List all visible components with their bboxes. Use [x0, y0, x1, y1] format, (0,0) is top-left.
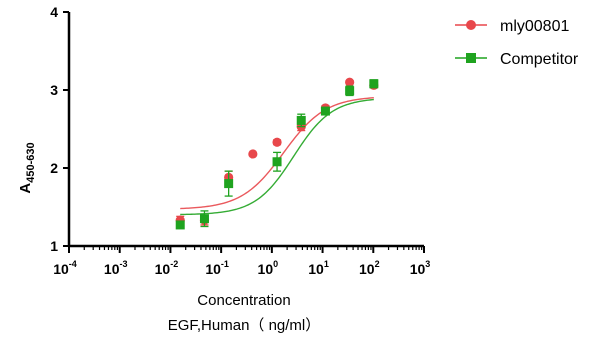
- data-point-square: [320, 106, 330, 116]
- x-axis-title-line1: Concentration: [197, 292, 290, 309]
- y-tick-label: 1: [50, 238, 58, 254]
- fit-curve: [180, 98, 374, 216]
- x-tick-label: 10-1: [205, 259, 229, 277]
- y-axis-title-subscript: 450-630: [25, 142, 37, 182]
- x-tick-label: 10-3: [104, 259, 128, 277]
- legend-marker-circle: [466, 20, 476, 30]
- legend: mly00801 Competitor: [455, 18, 579, 68]
- x-axis-title-line2: EGF,Human（ ng/ml）: [168, 317, 321, 334]
- data-point-circle: [248, 149, 258, 159]
- data-point-square: [296, 115, 306, 125]
- data-point-square: [175, 220, 185, 230]
- legend-marker-square: [466, 53, 476, 63]
- ticks: 1 2 3 4 10-4 10-3 10-2 10-1 100 101 102 103: [50, 4, 430, 277]
- data-point-square: [345, 86, 355, 96]
- x-tick-label: 102: [359, 259, 380, 277]
- x-tick-label: 10-4: [53, 259, 77, 277]
- x-tick-label: 10-2: [155, 259, 179, 277]
- data-point-square: [224, 179, 234, 189]
- y-axis-title-main: A: [17, 183, 34, 194]
- axes: [67, 12, 424, 248]
- x-tick-label: 103: [410, 259, 431, 277]
- x-tick-label: 100: [258, 259, 279, 277]
- data-point-circle: [272, 137, 282, 147]
- data-point-square: [272, 157, 282, 167]
- legend-label: Competitor: [500, 51, 579, 68]
- data-point-circle: [345, 77, 355, 87]
- data-points: [175, 77, 379, 230]
- x-tick-label: 101: [308, 259, 329, 277]
- y-tick-label: 4: [50, 4, 58, 20]
- legend-label: mly00801: [500, 18, 569, 35]
- y-tick-label: 3: [50, 82, 58, 98]
- data-point-square: [199, 214, 209, 224]
- y-axis-title: A450-630: [17, 142, 37, 193]
- y-tick-label: 2: [50, 160, 58, 176]
- data-point-square: [369, 79, 379, 89]
